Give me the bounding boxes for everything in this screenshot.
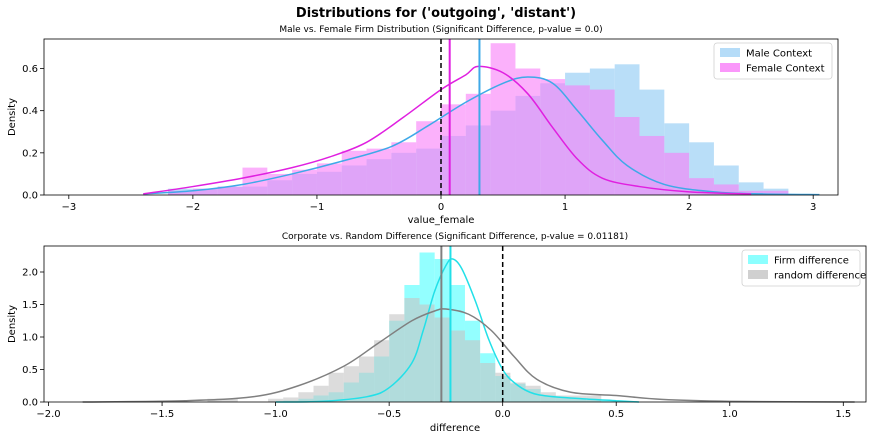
histogram-bar [242, 167, 268, 195]
x-tick-label: −1.5 [150, 409, 174, 420]
histogram-bar [283, 397, 299, 402]
histogram-bar [217, 186, 243, 195]
histogram-bar [343, 366, 359, 402]
histogram-bar [763, 190, 789, 195]
histogram-bar [589, 89, 615, 195]
figure-title: Distributions for ('outgoing', 'distant'… [296, 6, 576, 21]
legend-swatch [748, 255, 768, 264]
y-tick-label: 0.4 [22, 106, 38, 117]
panel-title: Male vs. Female Firm Distribution (Signi… [279, 25, 602, 35]
y-tick-label: 1.0 [22, 333, 38, 344]
x-tick-label: −2 [186, 202, 201, 213]
legend-box [713, 42, 833, 80]
histogram-bar [374, 340, 390, 402]
x-tick-label: −0.5 [377, 409, 401, 420]
legend-label: Female Context [746, 64, 825, 75]
y-tick-label: 0.0 [22, 191, 38, 202]
panel-top: Male vs. Female Firm Distribution (Signi… [7, 25, 839, 226]
kde-line-female-context [143, 65, 752, 195]
y-axis-label: Density [7, 305, 18, 343]
histogram-bar [441, 104, 466, 195]
histogram-bar [480, 363, 496, 402]
x-tick-label: 0 [438, 202, 444, 213]
histogram-bar [416, 121, 441, 195]
panel-title: Corporate vs. Random Difference (Signifi… [282, 232, 628, 242]
legend-label: random difference [774, 271, 866, 282]
y-tick-label: 0.0 [22, 398, 38, 409]
y-axis-label: Density [7, 98, 18, 136]
x-tick-label: 1.5 [835, 409, 851, 420]
histogram-bar [614, 117, 640, 195]
histogram-bar [495, 372, 511, 402]
histogram-bar [168, 190, 193, 195]
x-tick-label: −3 [61, 202, 76, 213]
x-tick-label: −1.0 [263, 409, 287, 420]
histogram-bar [313, 385, 329, 402]
x-tick-label: 0.0 [495, 409, 511, 420]
histogram-bar [366, 148, 392, 195]
kde-line-male-context [143, 76, 820, 196]
x-tick-label: 1 [562, 202, 568, 213]
histogram-bar [490, 43, 516, 195]
legend-label: Male Context [746, 49, 812, 60]
histogram-bar [292, 169, 317, 195]
kde-line-firm-difference [275, 258, 639, 403]
legend: Firm difference random difference [741, 249, 866, 287]
legend-label: Firm difference [774, 256, 849, 267]
histogram-bar [738, 190, 764, 195]
y-tick-label: 0.5 [22, 365, 38, 376]
x-tick-label: 2 [686, 202, 692, 213]
histogram-bar [192, 188, 218, 195]
histogram-bar [222, 398, 238, 402]
histogram-bar [464, 340, 481, 402]
legend-box [741, 249, 861, 287]
x-tick-label: 1.0 [722, 409, 738, 420]
histogram-bar [207, 398, 223, 402]
legend-swatch [748, 270, 768, 279]
histogram-bar [316, 163, 342, 195]
x-tick-label: −1 [310, 202, 325, 213]
kde-line-random-difference [82, 308, 855, 403]
histogram-bar [465, 93, 491, 195]
histogram-bar [358, 356, 375, 402]
histogram-bar [639, 135, 665, 195]
histogram-bar [389, 314, 405, 402]
histogram-bar [601, 400, 617, 402]
legend-swatch [720, 48, 740, 57]
histogram-bar [449, 330, 465, 402]
y-tick-label: 0.6 [22, 64, 38, 75]
x-tick-label: −2.0 [36, 409, 60, 420]
histogram-female-context [168, 43, 789, 195]
histogram-bar [391, 142, 417, 195]
histogram-bar [298, 392, 314, 402]
panel-bottom: Corporate vs. Random Difference (Signifi… [7, 232, 867, 434]
histogram-bar [268, 398, 284, 402]
histogram-bar [328, 372, 344, 402]
axes-frame [43, 245, 867, 403]
x-axis-label: value_female [408, 215, 475, 226]
histogram-random-difference [207, 298, 602, 402]
histogram-bar [404, 298, 420, 402]
histogram-bar [565, 85, 590, 195]
x-axis-label: difference [430, 423, 480, 434]
histogram-bar [540, 392, 556, 402]
y-tick-label: 2.0 [22, 268, 38, 279]
y-tick-label: 0.2 [22, 148, 38, 159]
histogram-bar [540, 79, 566, 195]
legend: Male Context Female Context [713, 42, 833, 80]
histogram-bar [267, 173, 293, 195]
y-tick-label: 1.5 [22, 300, 38, 311]
legend-swatch [720, 63, 740, 72]
x-tick-label: 3 [810, 202, 816, 213]
histogram-bar [555, 395, 571, 402]
histogram-bar [515, 68, 541, 195]
x-tick-label: 0.5 [608, 409, 624, 420]
histogram-bar [713, 184, 739, 195]
